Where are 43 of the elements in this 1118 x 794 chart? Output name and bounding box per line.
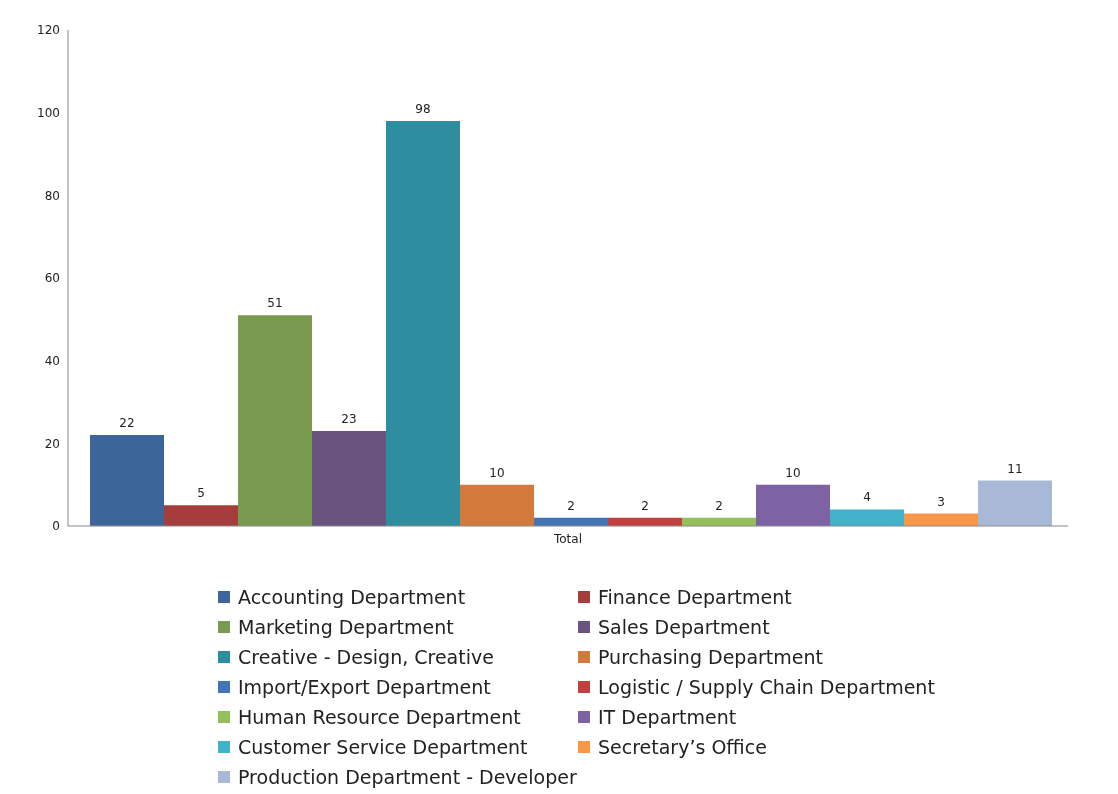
- legend-label: IT Department: [598, 706, 737, 728]
- legend-label: Purchasing Department: [598, 646, 823, 668]
- data-label: 11: [1007, 461, 1023, 476]
- legend-label: Marketing Department: [238, 616, 454, 638]
- bar: [830, 509, 904, 526]
- data-label: 10: [489, 465, 505, 480]
- legend-label: Creative - Design, Creative: [238, 646, 494, 668]
- bar: [164, 505, 238, 526]
- legend-label: Finance Department: [598, 586, 792, 608]
- data-label: 22: [119, 416, 135, 431]
- y-tick-label: 120: [37, 23, 60, 38]
- y-tick-label: 60: [44, 271, 60, 286]
- legend-label: Logistic / Supply Chain Department: [598, 676, 935, 698]
- data-label: 5: [197, 486, 205, 501]
- data-label: 23: [341, 411, 357, 426]
- data-label: 98: [415, 101, 431, 116]
- bar: [460, 484, 534, 526]
- x-tick-label: Total: [552, 531, 583, 546]
- data-label: 2: [641, 498, 649, 513]
- data-label: 2: [567, 498, 575, 513]
- legend-label: Customer Service Department: [238, 736, 528, 758]
- bar: [312, 430, 386, 526]
- legend-label: Accounting Department: [238, 586, 466, 608]
- legend-label: Production Department - Developer: [238, 766, 577, 788]
- data-label: 10: [785, 465, 801, 480]
- y-tick-label: 40: [44, 353, 60, 368]
- y-tick-label: 20: [44, 436, 60, 451]
- bar: [238, 315, 312, 526]
- data-label: 51: [267, 296, 283, 311]
- y-tick-label: 80: [44, 188, 60, 203]
- legend-label: Human Resource Department: [238, 706, 521, 728]
- data-label: 4: [863, 490, 871, 505]
- legend-label: Import/Export Department: [238, 676, 491, 698]
- data-label: 2: [715, 498, 723, 513]
- bar: [756, 484, 830, 526]
- bar: [978, 480, 1052, 526]
- legend-label: Secretary’s Office: [598, 736, 767, 758]
- data-label: 3: [937, 494, 945, 509]
- bar: [90, 435, 164, 526]
- y-tick-label: 0: [52, 519, 60, 534]
- bar: [386, 120, 460, 526]
- y-tick-label: 100: [37, 105, 60, 120]
- legend-label: Sales Department: [598, 616, 770, 638]
